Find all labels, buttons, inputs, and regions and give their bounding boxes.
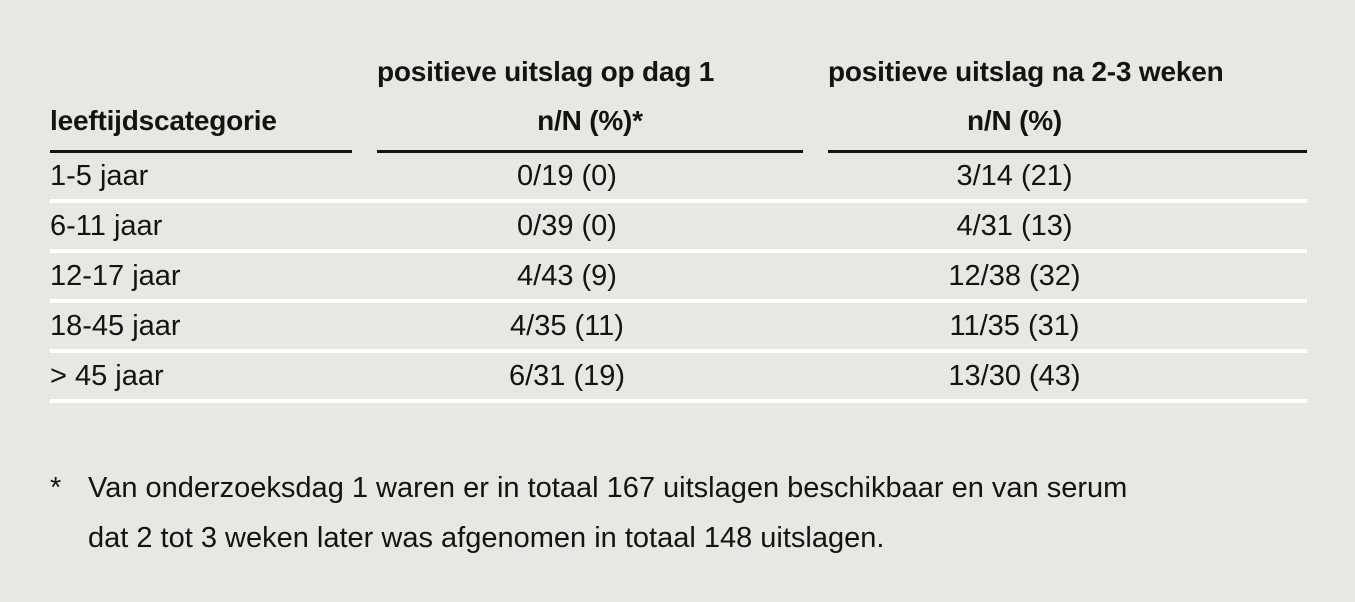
day1-cell: 0/39 (0) xyxy=(377,203,803,253)
header-row: leeftijdscategorie positieve uitslag op … xyxy=(50,47,1307,153)
age-cell: > 45 jaar xyxy=(50,353,352,403)
table-row: 6-11 jaar 0/39 (0) 4/31 (13) xyxy=(50,203,1307,253)
column-header-day1-subtitle: n/N (%)* xyxy=(537,105,643,136)
column-gap xyxy=(352,303,377,353)
age-cell: 1-5 jaar xyxy=(50,153,352,203)
column-gap xyxy=(803,47,828,153)
results-table: leeftijdscategorie positieve uitslag op … xyxy=(50,47,1307,403)
column-header-weeks-title: positieve uitslag na 2-3 weken xyxy=(828,56,1224,87)
table-row: 18-45 jaar 4/35 (11) 11/35 (31) xyxy=(50,303,1307,353)
day1-cell: 4/35 (11) xyxy=(377,303,803,353)
weeks23-cell: 11/35 (31) xyxy=(828,303,1307,353)
footnote-text: Van onderzoeksdag 1 waren er in totaal 1… xyxy=(88,463,1127,563)
weeks23-cell: 3/14 (21) xyxy=(828,153,1307,203)
table-row: > 45 jaar 6/31 (19) 13/30 (43) xyxy=(50,353,1307,403)
weeks23-cell: 12/38 (32) xyxy=(828,253,1307,303)
column-gap xyxy=(803,253,828,303)
table-row: 1-5 jaar 0/19 (0) 3/14 (21) xyxy=(50,153,1307,203)
age-cell: 12-17 jaar xyxy=(50,253,352,303)
day1-cell: 4/43 (9) xyxy=(377,253,803,303)
footnote: * Van onderzoeksdag 1 waren er in totaal… xyxy=(50,463,1127,563)
day1-cell: 6/31 (19) xyxy=(377,353,803,403)
day1-cell: 0/19 (0) xyxy=(377,153,803,203)
column-header-age-label: leeftijdscategorie xyxy=(50,105,277,136)
footnote-line-2: dat 2 tot 3 weken later was afgenomen in… xyxy=(88,522,885,554)
column-gap xyxy=(803,153,828,203)
column-gap xyxy=(352,153,377,203)
weeks23-cell: 13/30 (43) xyxy=(828,353,1307,403)
age-cell: 6-11 jaar xyxy=(50,203,352,253)
column-gap xyxy=(352,253,377,303)
footnote-line-1: Van onderzoeksdag 1 waren er in totaal 1… xyxy=(88,472,1128,504)
column-header-day1: positieve uitslag op dag 1 n/N (%)* xyxy=(377,47,803,153)
table-row: 12-17 jaar 4/43 (9) 12/38 (32) xyxy=(50,253,1307,303)
age-cell: 18-45 jaar xyxy=(50,303,352,353)
column-header-day1-title: positieve uitslag op dag 1 xyxy=(377,56,715,87)
column-header-weeks-subtitle: n/N (%) xyxy=(966,105,1063,136)
column-gap xyxy=(352,353,377,403)
column-gap xyxy=(803,353,828,403)
column-header-age: leeftijdscategorie xyxy=(50,47,352,153)
column-gap xyxy=(803,303,828,353)
weeks23-cell: 4/31 (13) xyxy=(828,203,1307,253)
column-gap xyxy=(352,47,377,153)
footnote-marker: * xyxy=(50,472,62,504)
column-gap xyxy=(803,203,828,253)
column-header-weeks: positieve uitslag na 2-3 weken n/N (%) xyxy=(828,47,1307,153)
column-gap xyxy=(352,203,377,253)
